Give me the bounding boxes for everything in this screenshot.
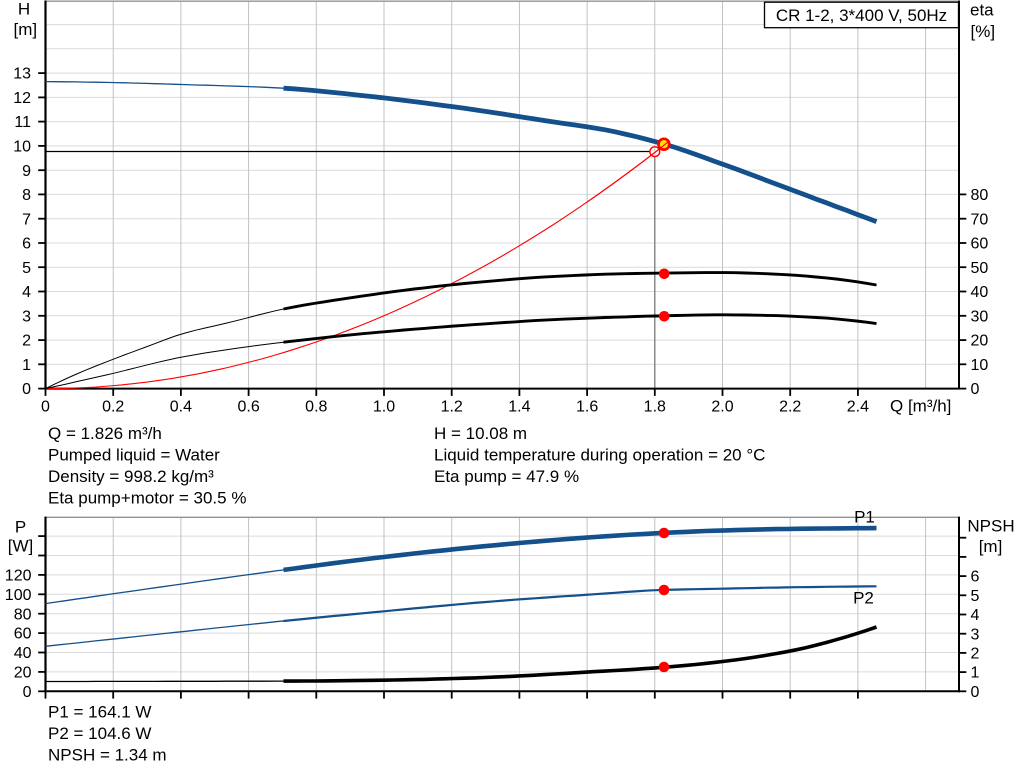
svg-text:40: 40 [971, 284, 989, 301]
svg-text:11: 11 [14, 114, 31, 131]
svg-text:0: 0 [41, 399, 50, 416]
svg-text:70: 70 [971, 211, 989, 228]
svg-text:80: 80 [971, 187, 989, 204]
svg-text:2: 2 [971, 646, 980, 663]
svg-text:Q [m³/h]: Q [m³/h] [890, 397, 951, 416]
svg-text:2.4: 2.4 [847, 399, 869, 416]
svg-text:10: 10 [971, 357, 989, 374]
svg-text:0.2: 0.2 [102, 399, 124, 416]
svg-text:0: 0 [22, 381, 31, 398]
svg-text:100: 100 [5, 587, 32, 604]
svg-text:3: 3 [22, 308, 31, 325]
svg-text:4: 4 [971, 607, 980, 624]
svg-text:Q = 1.826 m³/h: Q = 1.826 m³/h [48, 424, 162, 443]
svg-text:Eta pump+motor = 30.5 %: Eta pump+motor = 30.5 % [48, 489, 246, 508]
svg-text:8: 8 [22, 187, 31, 204]
svg-text:5: 5 [971, 588, 980, 605]
svg-text:[W]: [W] [8, 537, 34, 556]
svg-text:1.6: 1.6 [576, 399, 598, 416]
svg-text:80: 80 [14, 606, 32, 623]
svg-text:0: 0 [971, 381, 980, 398]
svg-text:6: 6 [22, 236, 31, 253]
svg-text:0: 0 [23, 684, 32, 701]
svg-text:[m]: [m] [979, 537, 1003, 556]
svg-text:P2 = 104.6 W: P2 = 104.6 W [48, 724, 151, 743]
svg-text:P1 = 164.1 W: P1 = 164.1 W [48, 703, 151, 722]
svg-text:40: 40 [14, 645, 32, 662]
svg-text:H: H [18, 0, 30, 19]
svg-text:2.0: 2.0 [711, 399, 733, 416]
svg-text:2: 2 [22, 333, 31, 350]
svg-text:Pumped liquid = Water: Pumped liquid = Water [48, 446, 220, 465]
svg-text:NPSH = 1.34 m: NPSH = 1.34 m [48, 745, 167, 764]
svg-text:60: 60 [971, 236, 989, 253]
svg-text:2.2: 2.2 [779, 399, 801, 416]
svg-text:0.6: 0.6 [237, 399, 259, 416]
svg-text:0.4: 0.4 [170, 399, 192, 416]
svg-text:CR 1-2, 3*400 V, 50Hz: CR 1-2, 3*400 V, 50Hz [776, 6, 947, 25]
svg-text:H = 10.08 m: H = 10.08 m [434, 424, 527, 443]
svg-text:1.0: 1.0 [373, 399, 395, 416]
svg-text:9: 9 [22, 163, 31, 180]
svg-text:30: 30 [971, 308, 989, 325]
svg-text:Liquid temperature during oper: Liquid temperature during operation = 20… [434, 446, 765, 465]
svg-text:Eta pump = 47.9 %: Eta pump = 47.9 % [434, 467, 579, 486]
svg-text:P1: P1 [854, 508, 875, 527]
svg-text:6: 6 [971, 569, 980, 586]
svg-text:1: 1 [22, 357, 31, 374]
svg-text:13: 13 [13, 66, 31, 83]
svg-text:4: 4 [22, 284, 31, 301]
svg-text:0.8: 0.8 [305, 399, 327, 416]
svg-text:P: P [15, 518, 26, 537]
svg-text:[%]: [%] [971, 22, 996, 41]
svg-text:7: 7 [22, 211, 31, 228]
svg-text:0: 0 [971, 684, 980, 701]
svg-text:[m]: [m] [13, 20, 37, 39]
svg-text:1.2: 1.2 [441, 399, 463, 416]
svg-text:20: 20 [971, 333, 989, 350]
svg-text:1.4: 1.4 [508, 399, 530, 416]
svg-text:eta: eta [970, 1, 994, 20]
svg-text:60: 60 [14, 626, 32, 643]
svg-text:3: 3 [971, 626, 980, 643]
svg-text:120: 120 [5, 568, 32, 585]
svg-text:12: 12 [13, 90, 31, 107]
svg-text:NPSH: NPSH [967, 517, 1014, 536]
svg-text:5: 5 [22, 260, 31, 277]
svg-text:1: 1 [971, 665, 980, 682]
svg-text:10: 10 [13, 139, 31, 156]
svg-text:20: 20 [14, 665, 32, 682]
svg-text:1.8: 1.8 [644, 399, 666, 416]
svg-text:50: 50 [971, 260, 989, 277]
svg-text:P2: P2 [853, 589, 874, 608]
svg-text:Density = 998.2 kg/m³: Density = 998.2 kg/m³ [48, 467, 214, 486]
